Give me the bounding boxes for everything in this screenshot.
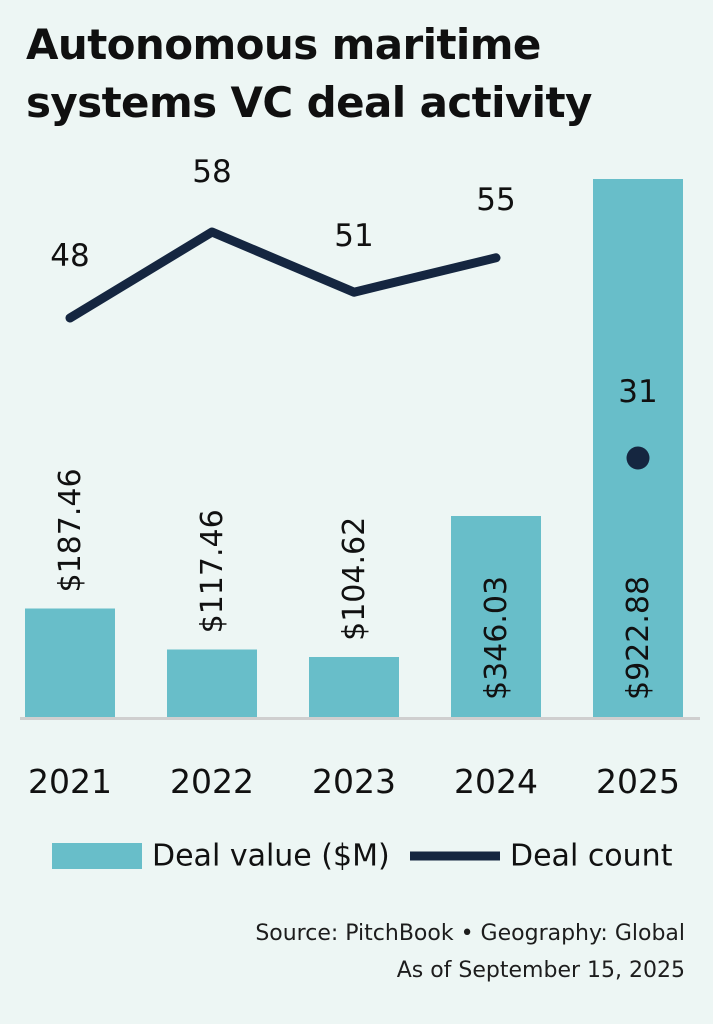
x-tick-2023: 2023 [312,762,396,801]
bar-value-label-2021: $187.46 [53,468,88,592]
deal-count-label-2023: 51 [334,218,373,254]
bar-2022 [167,649,257,718]
footer-source-line: Source: PitchBook • Geography: Global [255,921,685,947]
deal-count-label-2024: 55 [476,182,515,218]
legend-label-deal-count: Deal count [510,839,673,874]
bar-value-label-2022: $117.46 [195,509,230,633]
deal-count-label-2021: 48 [50,238,89,274]
bar-value-label-2024: $346.03 [479,576,514,700]
bar-series [25,179,683,718]
x-tick-2021: 2021 [28,762,112,801]
bar-value-label-2023: $104.62 [337,517,372,641]
bar-value-labels: $187.46 $117.46 $104.62 $346.03 $922.88 [53,468,656,700]
footer-asof-line: As of September 15, 2025 [396,957,685,983]
bar-value-label-2025: $922.88 [621,576,656,700]
deal-count-marker-2025 [626,446,650,470]
bar-2024 [451,515,541,718]
deal-count-label-2022: 58 [192,154,231,190]
chart-legend: Deal value ($M) Deal count [52,839,673,874]
deal-count-label-2025: 31 [618,374,657,410]
x-tick-2022: 2022 [170,762,254,801]
deal-count-line [65,227,501,323]
bar-2023 [309,656,399,718]
chart-title: Autonomous maritime systems VC deal acti… [26,20,592,127]
x-tick-2024: 2024 [454,762,538,801]
legend-label-deal-value: Deal value ($M) [152,839,390,874]
chart-footer: Source: PitchBook • Geography: Global As… [255,916,685,989]
x-axis-tick-labels: 2021 2022 2023 2024 2025 [28,762,680,801]
legend-swatch-deal-value [52,843,142,869]
bar-2021 [25,608,115,718]
deal-count-labels: 48 58 51 55 31 [50,154,657,410]
x-tick-2025: 2025 [596,762,680,801]
